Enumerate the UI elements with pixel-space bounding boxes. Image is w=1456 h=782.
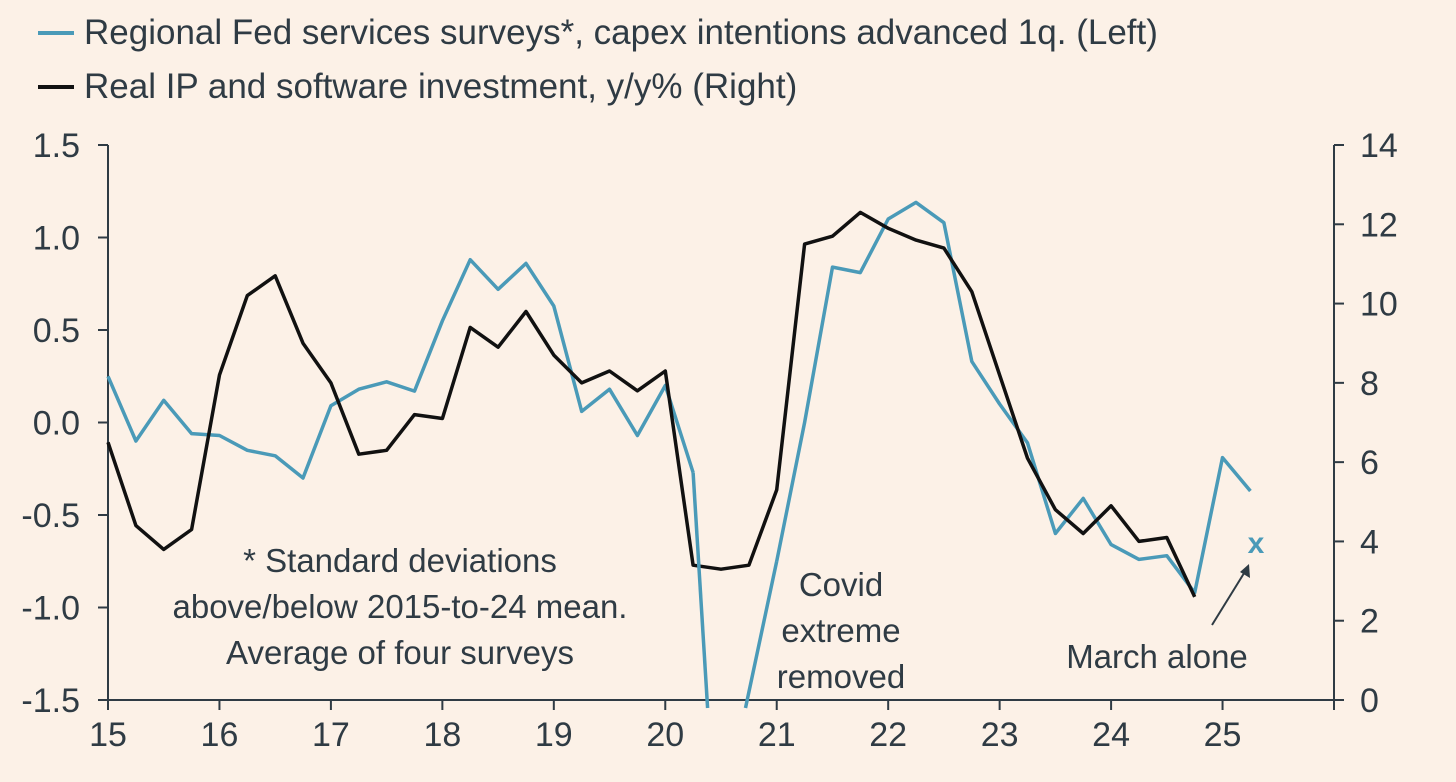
march-annotation: March alone xyxy=(1066,564,1250,675)
left-axis-ticks: 1.5 1.0 0.5 0.0 -0.5 -1.0 -1.5 xyxy=(21,127,108,720)
legend-label-survey: Regional Fed services surveys*, capex in… xyxy=(84,13,1158,52)
footnote-annotation: * Standard deviations above/below 2015-t… xyxy=(173,542,628,671)
x-tick-label: 16 xyxy=(201,716,239,754)
march-marker: x xyxy=(1248,527,1265,560)
x-tick-label: 22 xyxy=(869,716,907,754)
investment-series-line xyxy=(106,210,1197,598)
right-tick-label: 14 xyxy=(1360,127,1398,165)
survey-series-clipped-segment xyxy=(691,472,710,709)
survey-series-clipped-segment xyxy=(743,560,779,709)
legend-label-investment: Real IP and software investment, y/y% (R… xyxy=(84,67,797,106)
left-tick-label: 1.5 xyxy=(33,127,80,165)
x-tick-label: 17 xyxy=(312,716,350,754)
x-tick-label: 25 xyxy=(1204,716,1242,754)
left-tick-label: 0.0 xyxy=(33,405,80,443)
right-tick-label: 8 xyxy=(1360,365,1379,403)
march-arrow-head xyxy=(1240,564,1250,578)
right-tick-label: 4 xyxy=(1360,523,1379,561)
legend: Regional Fed services surveys*, capex in… xyxy=(38,13,1158,106)
x-tick-label: 24 xyxy=(1092,716,1130,754)
x-tick-label: 20 xyxy=(646,716,684,754)
right-tick-label: 6 xyxy=(1360,444,1379,482)
right-tick-label: 2 xyxy=(1360,603,1379,641)
left-tick-label: 1.0 xyxy=(33,220,80,258)
covid-line-3: removed xyxy=(777,658,905,695)
footnote-line-1: * Standard deviations xyxy=(243,542,557,579)
survey-series-line xyxy=(774,200,1252,595)
footnote-line-2: above/below 2015-to-24 mean. xyxy=(173,588,628,625)
x-tick-label: 21 xyxy=(758,716,796,754)
right-tick-label: 10 xyxy=(1360,286,1398,324)
march-label: March alone xyxy=(1066,638,1248,675)
right-tick-label: 12 xyxy=(1360,206,1398,244)
x-tick-label: 15 xyxy=(89,716,127,754)
march-arrow-shaft xyxy=(1211,569,1247,626)
left-tick-label: -1.5 xyxy=(21,682,80,720)
left-tick-label: -0.5 xyxy=(21,497,80,535)
covid-line-2: extreme xyxy=(781,612,900,649)
x-tick-label: 23 xyxy=(981,716,1019,754)
survey-series-line xyxy=(106,257,695,480)
series-layer xyxy=(106,200,1252,709)
right-axis-ticks: 14 12 10 8 6 4 2 0 xyxy=(1334,127,1398,720)
footnote-line-3: Average of four surveys xyxy=(226,634,574,671)
x-axis-ticks: 15 16 17 18 19 20 21 22 23 24 25 xyxy=(89,700,1335,754)
right-tick-label: 0 xyxy=(1360,682,1379,720)
x-tick-label: 18 xyxy=(423,716,461,754)
covid-annotation: Covid extreme removed xyxy=(777,566,905,695)
covid-line-1: Covid xyxy=(799,566,883,603)
x-tick-label: 19 xyxy=(535,716,573,754)
left-tick-label: 0.5 xyxy=(33,312,80,350)
left-tick-label: -1.0 xyxy=(21,590,80,628)
